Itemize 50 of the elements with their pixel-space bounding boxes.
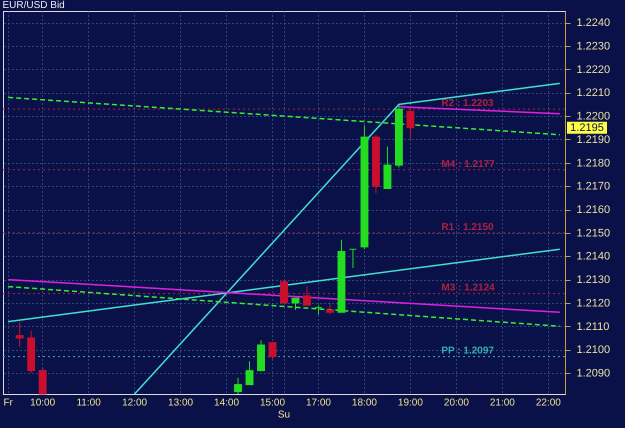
y-tick-label: 1.2090 — [576, 367, 610, 380]
candlestick — [268, 342, 276, 360]
y-tick-label: 1.2210 — [576, 87, 610, 100]
y-tick-label: 1.2150 — [576, 227, 610, 240]
ref-line-label: M4 : 1.2177 — [441, 158, 496, 170]
candlestick — [16, 321, 24, 348]
candlestick — [234, 377, 242, 394]
x-tick-label: 19:00 — [398, 398, 424, 408]
x-tick-label: 13:00 — [168, 398, 194, 408]
x-tick-label: Su — [278, 410, 290, 420]
x-tick-label: 17:00 — [306, 398, 332, 408]
y-tick-label: 1.2170 — [576, 180, 610, 193]
y-tick-label: 1.2190 — [576, 134, 610, 146]
y-tick-label: 1.2130 — [576, 274, 610, 286]
x-tick-label: 22:00 — [536, 398, 562, 408]
candlestick — [314, 304, 322, 316]
candlestick — [349, 248, 357, 268]
x-tick-label: 14:00 — [214, 398, 240, 408]
y-tick-label: 1.2220 — [576, 64, 610, 76]
candlestick — [246, 360, 254, 386]
y-tick-label: 1.2120 — [576, 297, 610, 310]
y-tick-label: 1.2240 — [576, 17, 610, 30]
candlestick — [303, 286, 311, 306]
candlestick — [38, 368, 47, 394]
y-tick-label: 1.2200 — [576, 110, 610, 123]
annotation: 1.2195 — [570, 122, 604, 134]
candlestick — [406, 106, 414, 140]
ref-line-label: R1 : 1.2150 — [441, 222, 494, 233]
x-tick-label: 21:00 — [490, 398, 516, 408]
ref-line-label: R2 : 1.2203 — [441, 98, 494, 110]
ref-line-label: PP : 1.2097 — [441, 346, 494, 357]
x-tick-label: 10:00 — [30, 398, 56, 408]
x-tick-label: 18:00 — [352, 398, 378, 408]
candlestick — [383, 146, 392, 189]
x-tick-label: 12:00 — [122, 398, 148, 408]
chart-title: EUR/USD Bid — [2, 0, 65, 11]
x-tick-label: 15:00 — [260, 398, 286, 408]
candlestick — [280, 279, 288, 304]
ref-line-label: M3 : 1.2124 — [441, 282, 496, 294]
candlestick — [326, 302, 334, 316]
y-tick-label: 1.2180 — [576, 157, 610, 170]
y-tick-label: 1.2140 — [576, 250, 610, 263]
x-tick-label: 20:00 — [444, 398, 470, 408]
y-tick-label: 1.2230 — [576, 40, 610, 53]
candlestick — [292, 298, 300, 310]
x-tick-label: Fr — [3, 398, 14, 408]
y-tick-label: 1.2160 — [576, 204, 610, 216]
y-tick-label: 1.2110 — [576, 320, 610, 333]
x-tick-label: 11:00 — [76, 398, 102, 408]
y-tick-label: 1.2100 — [576, 344, 610, 356]
